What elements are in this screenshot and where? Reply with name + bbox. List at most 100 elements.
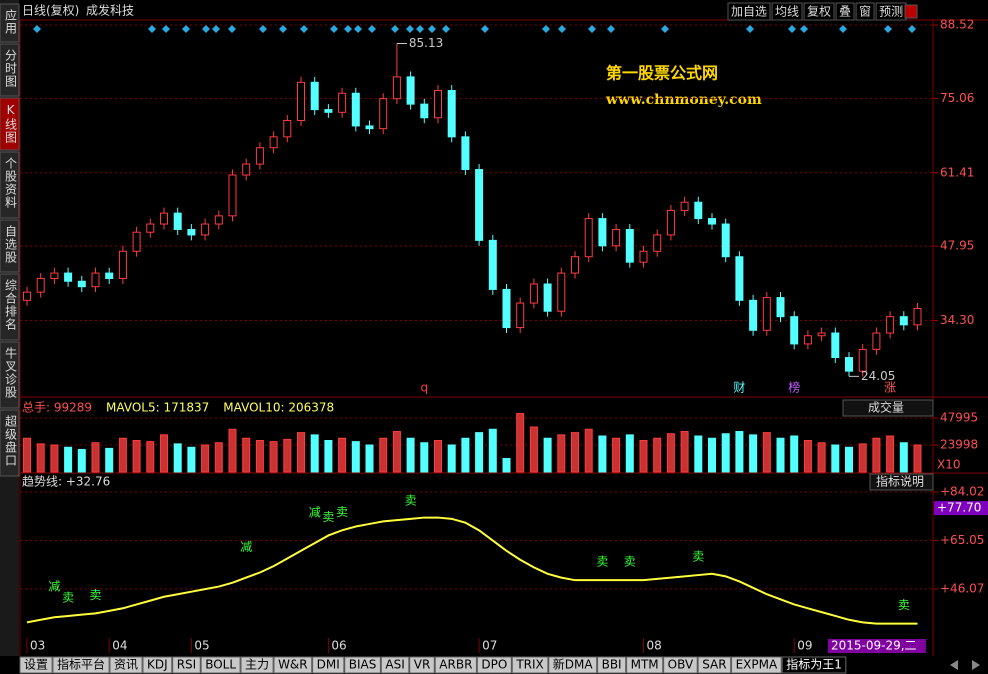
tab-label[interactable]: 指标平台: [57, 657, 105, 672]
tab-label[interactable]: MTM: [631, 658, 659, 672]
signal-label: 卖: [322, 510, 334, 524]
candle-body: [105, 272, 114, 280]
tab-label[interactable]: W&R: [278, 658, 308, 672]
volume-bar: [845, 446, 853, 473]
indicator-select[interactable]: [842, 399, 934, 417]
candle-body: [132, 231, 141, 252]
sidebar-tab[interactable]: [0, 409, 20, 477]
volume-bar: [351, 441, 360, 473]
tab[interactable]: [200, 656, 241, 674]
tab-label[interactable]: ASI: [385, 658, 404, 672]
volume-bar: [721, 433, 730, 473]
candle-body: [543, 283, 552, 312]
tab-label[interactable]: TRIX: [515, 658, 543, 672]
tab-label[interactable]: RSI: [177, 658, 197, 672]
tab-label[interactable]: 主力: [245, 658, 269, 672]
tab[interactable]: [52, 656, 110, 674]
signal-diamond: [330, 25, 338, 33]
tab-label[interactable]: DMI: [317, 658, 340, 672]
tab[interactable]: [731, 656, 782, 674]
sidebar-tab[interactable]: [0, 273, 20, 341]
y-tick-label: +84.02: [940, 484, 984, 498]
tab[interactable]: [344, 656, 381, 674]
indicator-help[interactable]: [869, 473, 934, 491]
event-marker[interactable]: q: [420, 381, 428, 395]
tab-label[interactable]: SAR: [702, 658, 726, 672]
tab-label[interactable]: DPO: [481, 658, 507, 672]
tab[interactable]: [240, 656, 274, 674]
signal-diamond: [788, 25, 796, 33]
tab-label[interactable]: BIAS: [349, 658, 377, 672]
toolbar-button-frame: [771, 2, 803, 21]
signal-label: 减: [240, 540, 252, 554]
toolbar-button-frame: [803, 2, 835, 21]
tab-label[interactable]: ARBR: [439, 658, 472, 672]
toolbar-button[interactable]: 复权: [807, 5, 831, 19]
tab[interactable]: [697, 656, 732, 674]
tab[interactable]: [663, 656, 698, 674]
tab[interactable]: [409, 656, 435, 674]
scroll-right[interactable]: [972, 660, 980, 670]
sidebar-tab[interactable]: [0, 151, 20, 219]
candle-body: [269, 136, 278, 149]
candle-body: [91, 272, 100, 288]
tab[interactable]: [109, 656, 143, 674]
sidebar-tab[interactable]: [0, 43, 20, 97]
toolbar-button[interactable]: 叠: [839, 5, 851, 19]
tab-label[interactable]: BBI: [602, 658, 622, 672]
volume-header: 总手: 99289: [22, 401, 92, 415]
tab-label[interactable]: KDJ: [147, 658, 168, 672]
toolbar-button[interactable]: 预测: [879, 5, 903, 19]
tab[interactable]: [626, 656, 664, 674]
tab-label[interactable]: BOLL: [205, 658, 236, 672]
tab-label[interactable]: VR: [414, 658, 431, 672]
tab[interactable]: [19, 656, 53, 674]
x-tick-label: 07: [482, 639, 497, 653]
tab-label[interactable]: 资讯: [114, 658, 138, 672]
toolbar-button[interactable]: 加自选: [731, 5, 767, 19]
indicator-help-label[interactable]: 指标说明: [876, 474, 924, 489]
tab[interactable]: [142, 656, 173, 674]
tab-label[interactable]: EXPMA: [736, 658, 778, 672]
candle-body: [612, 228, 621, 247]
toolbar-button[interactable]: 窗: [859, 5, 871, 19]
tab[interactable]: [476, 656, 512, 674]
tab[interactable]: [597, 656, 627, 674]
signal-label: 卖: [336, 505, 348, 519]
tab-label[interactable]: OBV: [668, 658, 694, 672]
signal-diamond: [182, 25, 190, 33]
event-marker[interactable]: 财: [733, 381, 745, 395]
tab-label[interactable]: 新DMA: [553, 657, 594, 672]
tab[interactable]: [172, 656, 201, 674]
event-marker[interactable]: 涨: [884, 380, 896, 395]
sidebar-tab[interactable]: [0, 3, 20, 43]
tab[interactable]: [273, 656, 313, 674]
tab[interactable]: [380, 656, 410, 674]
signal-diamond: [279, 25, 287, 33]
watermark: www.chnmoney.com: [605, 92, 762, 108]
close-button[interactable]: [904, 4, 918, 19]
scroll-left[interactable]: [950, 660, 958, 670]
volume-bar: [735, 431, 744, 473]
signal-diamond: [33, 25, 41, 33]
tab-label[interactable]: 设置: [24, 658, 48, 672]
y-tick-label: +65.05: [940, 533, 984, 547]
indicator-select-label[interactable]: 成交量: [868, 400, 904, 415]
tab[interactable]: [548, 656, 598, 674]
sidebar-tab[interactable]: [0, 97, 20, 151]
signal-label: 卖: [89, 588, 101, 602]
sidebar-tab-label: K线图: [4, 103, 18, 144]
tab[interactable]: [312, 656, 345, 674]
x-tick-label: 04: [112, 639, 127, 653]
tab[interactable]: [781, 656, 847, 674]
tab[interactable]: [511, 656, 549, 674]
volume-bar: [571, 432, 579, 473]
candle-body: [831, 332, 840, 359]
volume-bar: [680, 431, 689, 473]
sidebar-tab[interactable]: [0, 341, 20, 409]
toolbar-button[interactable]: 均线: [775, 5, 799, 19]
event-marker[interactable]: 榜: [788, 380, 800, 395]
sidebar-tab[interactable]: [0, 219, 20, 273]
tab-label[interactable]: 指标为王1: [786, 657, 842, 672]
tab[interactable]: [434, 656, 477, 674]
